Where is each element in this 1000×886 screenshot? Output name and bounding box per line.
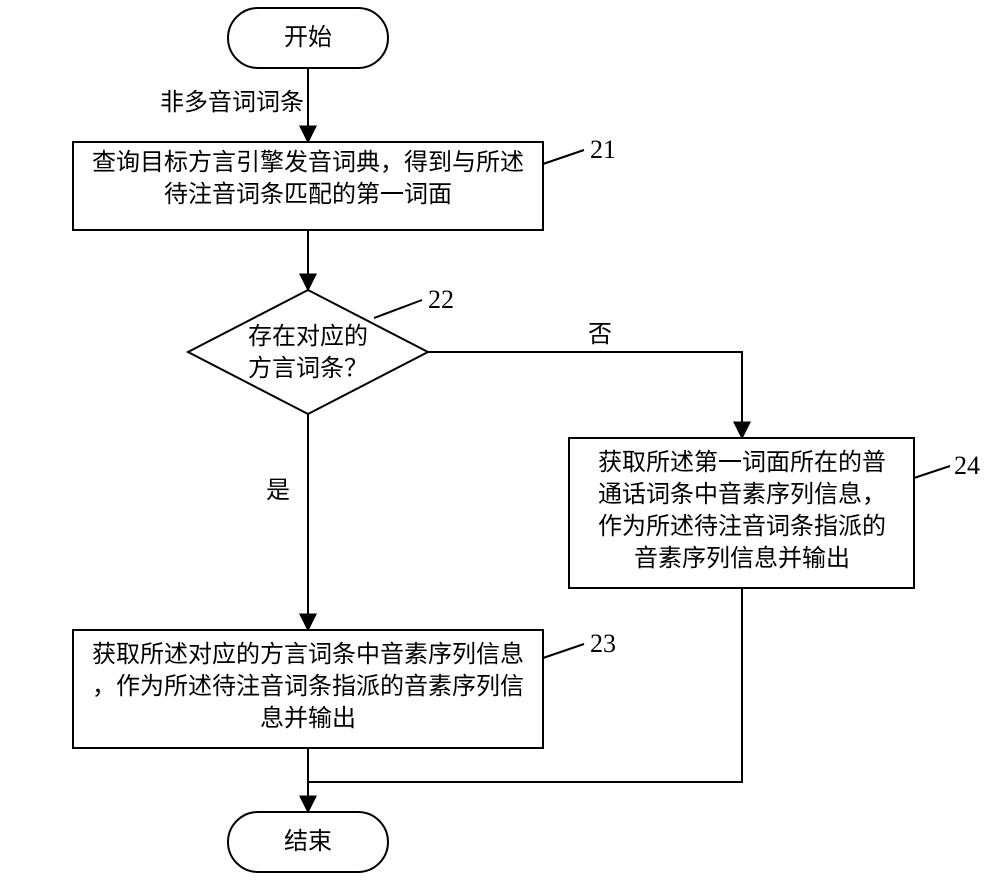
flowchart-svg: 开始 非多音词词条 查询目标方言引擎发音词典，得到与所述 待注音词条匹配的第一词… [0,0,1000,886]
node-21-line-1: 待注音词条匹配的第一词面 [164,181,452,208]
node-24-line-0: 获取所述第一词面所在的普 [598,449,886,476]
node-21-number: 21 [590,135,616,164]
end-label: 结束 [284,828,332,855]
node-22-line-1: 方言词条？ [248,355,368,382]
node-21-line-0: 查询目标方言引擎发音词典，得到与所述 [92,149,524,176]
node-24-line-2: 作为所述待注音词条指派的 [598,513,886,540]
edge-22-yes-label: 是 [266,478,290,504]
start-label: 开始 [284,24,332,51]
node-23: 获取所述对应的方言词条中音素序列信息 ，作为所述待注音词条指派的音素序列信 息并… [73,629,616,748]
node-22-line-0: 存在对应的 [248,323,368,350]
node-22-number: 22 [428,285,454,314]
edge-22-no: 否 [428,322,742,438]
node-22: 存在对应的 方言词条？ 22 [188,285,454,414]
edge-22-no-label: 否 [588,322,612,348]
node-23-line-2: 息并输出 [260,705,356,732]
start-node: 开始 [228,8,388,68]
node-24-number: 24 [954,451,980,480]
node-21: 查询目标方言引擎发音词典，得到与所述 待注音词条匹配的第一词面 21 [73,135,616,230]
edge-22-yes: 是 [266,414,308,630]
edge-start-to-21-label: 非多音词词条 [160,89,304,116]
node-24-line-1: 通话词条中音素序列信息， [598,481,886,508]
edge-start-to-21: 非多音词词条 [160,68,308,142]
node-23-number: 23 [590,629,616,658]
node-23-line-0: 获取所述对应的方言词条中音素序列信息 [92,641,524,668]
node-24-line-3: 音素序列信息并输出 [634,545,850,572]
end-node: 结束 [228,812,388,872]
node-24: 获取所述第一词面所在的普 通话词条中音素序列信息， 作为所述待注音词条指派的 音… [569,438,980,588]
node-23-line-1: ，作为所述待注音词条指派的音素序列信 [92,673,524,700]
